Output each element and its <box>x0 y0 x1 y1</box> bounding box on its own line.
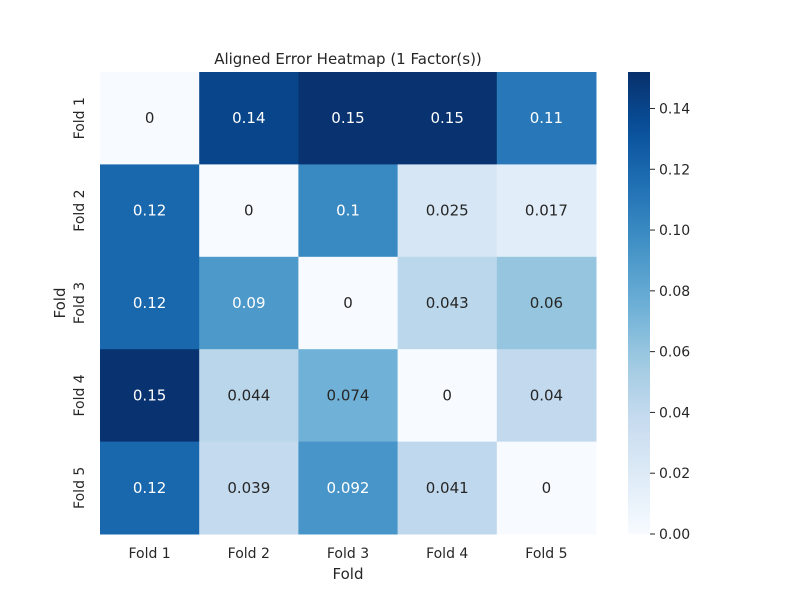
colorbar-tick-label: 0.08 <box>659 284 690 300</box>
cell-annotation: 0.039 <box>227 479 270 497</box>
heatmap-cell <box>199 256 299 350</box>
heatmap-cell <box>496 441 597 535</box>
cell-annotation: 0.092 <box>327 479 370 497</box>
heatmap-cell <box>496 72 597 165</box>
heatmap-cell <box>100 441 200 535</box>
cell-annotation: 0.15 <box>430 109 463 127</box>
y-tick-label: Fold 2 <box>72 189 88 231</box>
cell-annotation: 0 <box>542 479 552 497</box>
colorbar <box>628 72 650 534</box>
colorbar-tick-label: 0.04 <box>659 405 690 421</box>
heatmap-cell <box>496 349 597 443</box>
cell-annotation: 0.11 <box>530 109 563 127</box>
colorbar-ticks: 0.00 0.02 0.04 0.06 0.08 0.10 0.12 0.14 <box>650 101 690 543</box>
cell-annotation: 0.14 <box>232 109 265 127</box>
y-tick-label: Fold 5 <box>72 467 88 509</box>
y-tick-label: Fold 4 <box>72 374 88 416</box>
heatmap-cell <box>100 256 200 350</box>
chart-title: Aligned Error Heatmap (1 Factor(s)) <box>214 50 482 68</box>
cell-annotation: 0.15 <box>331 109 364 127</box>
cell-annotation: 0.044 <box>227 386 270 404</box>
heatmap-cell <box>298 349 399 443</box>
heatmap-cell <box>199 72 299 165</box>
cell-annotation: 0.15 <box>133 386 166 404</box>
heatmap-cell <box>496 164 597 258</box>
colorbar-tick-label: 0.02 <box>659 466 690 482</box>
y-tick-labels: Fold 1 Fold 2 Fold 3 Fold 4 Fold 5 <box>72 97 88 509</box>
x-tick-labels: Fold 1 Fold 2 Fold 3 Fold 4 Fold 5 <box>128 546 567 562</box>
cell-annotation: 0.074 <box>327 386 370 404</box>
heatmap-cell <box>199 349 299 443</box>
y-axis-label: Fold <box>51 288 69 319</box>
x-tick-label: Fold 5 <box>525 546 567 562</box>
cell-annotation: 0.04 <box>530 386 563 404</box>
x-tick-label: Fold 1 <box>128 546 170 562</box>
x-tick-label: Fold 4 <box>426 546 468 562</box>
cell-annotation: 0 <box>442 386 452 404</box>
cell-annotation: 0.025 <box>426 202 469 220</box>
colorbar-tick-label: 0.00 <box>659 527 690 543</box>
x-tick-label: Fold 2 <box>228 546 270 562</box>
heatmap-cell <box>397 441 498 535</box>
cell-annotation: 0.12 <box>133 202 166 220</box>
x-tick-label: Fold 3 <box>327 546 369 562</box>
cell-annotation: 0.043 <box>426 294 469 312</box>
heatmap-cell <box>397 349 498 443</box>
y-tick-label: Fold 1 <box>72 97 88 139</box>
heatmap-cell <box>298 164 399 258</box>
cell-annotation: 0.017 <box>525 202 568 220</box>
cell-annotation: 0.041 <box>426 479 469 497</box>
cell-annotation: 0.09 <box>232 294 265 312</box>
colorbar-tick-label: 0.12 <box>659 162 690 178</box>
heatmap-cell <box>397 164 498 258</box>
heatmap-cell <box>298 441 399 535</box>
cell-annotation: 0.06 <box>530 294 563 312</box>
cell-annotation: 0 <box>244 202 254 220</box>
heatmap-cell <box>298 72 399 165</box>
heatmap-cell <box>199 164 299 258</box>
cell-annotation: 0.1 <box>336 202 360 220</box>
colorbar-tick-label: 0.06 <box>659 345 690 361</box>
colorbar-tick-label: 0.10 <box>659 223 690 239</box>
heatmap-cell <box>100 72 200 165</box>
heatmap-cell <box>496 256 597 350</box>
heatmap-cell <box>397 72 498 165</box>
y-tick-label: Fold 3 <box>72 282 88 324</box>
cell-annotation: 0.12 <box>133 294 166 312</box>
cell-annotations: 0 0.14 0.15 0.15 0.11 0.12 0 0.1 0.025 0.017 0.12 0… <box>133 109 568 497</box>
heatmap-cell <box>100 164 200 258</box>
colorbar-tick-label: 0.14 <box>659 101 690 117</box>
heatmap-cell <box>298 256 399 350</box>
x-axis-label: Fold <box>333 565 364 583</box>
cell-annotation: 0 <box>145 109 155 127</box>
cell-annotation: 0 <box>343 294 353 312</box>
heatmap-cell <box>100 349 200 443</box>
heatmap-cell <box>397 256 498 350</box>
heatmap-cell <box>199 441 299 535</box>
heatmap-cells <box>100 72 597 535</box>
cell-annotation: 0.12 <box>133 479 166 497</box>
